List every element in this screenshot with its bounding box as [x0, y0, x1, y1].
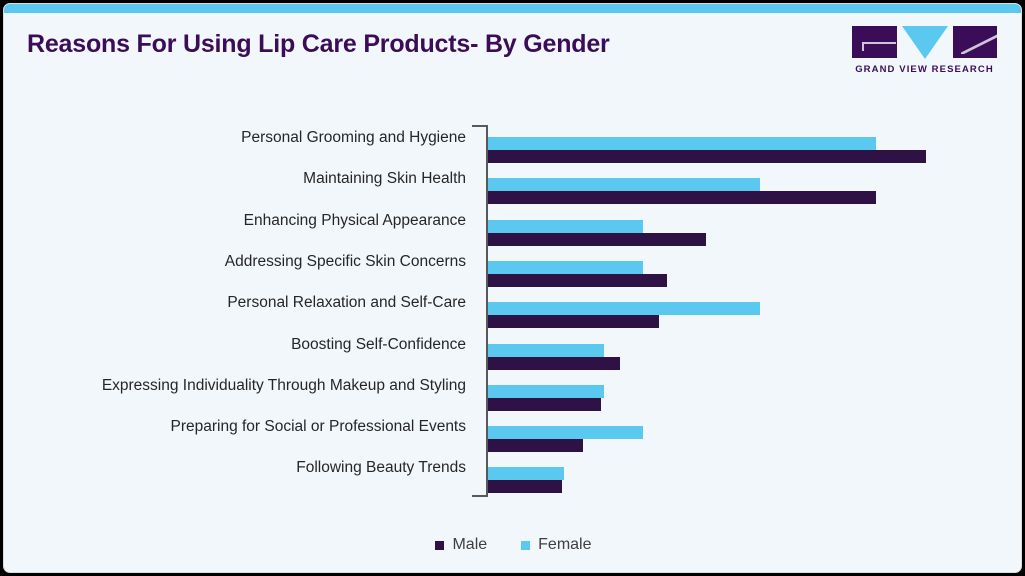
bar-female: [488, 219, 644, 233]
category-label: Personal Relaxation and Self-Care: [227, 294, 466, 312]
logo-triangle-icon: [901, 26, 948, 59]
bar-row: Personal Grooming and Hygiene: [4, 125, 1021, 166]
bar-rows: Personal Grooming and Hygiene Maintaining…: [4, 125, 1021, 497]
bar-male: [488, 480, 563, 494]
legend-item-male[interactable]: Male: [435, 536, 487, 554]
page-title: Reasons For Using Lip Care Products- By …: [27, 30, 610, 58]
legend-swatch-female-icon: [521, 540, 531, 550]
bar-female: [488, 384, 604, 398]
bar-male: [488, 150, 926, 163]
bar-female: [488, 343, 604, 357]
logo-r-mark-icon: [952, 26, 997, 58]
bar-row: Addressing Specific Skin Concerns: [4, 249, 1021, 290]
axis-tick-bottom: [472, 495, 486, 497]
category-label: Preparing for Social or Professional Eve…: [170, 418, 466, 436]
category-axis-line: [486, 125, 488, 497]
bar-row: Maintaining Skin Health: [4, 166, 1021, 207]
logo-marks: [852, 26, 997, 61]
bar-female: [488, 260, 644, 274]
category-label: Personal Grooming and Hygiene: [241, 129, 466, 146]
bar-male: [488, 356, 621, 370]
bar-male: [488, 191, 877, 205]
bar-female: [488, 178, 760, 192]
slide-canvas: Reasons For Using Lip Care Products- By …: [3, 3, 1022, 573]
bar-row: Boosting Self-Confidence: [4, 332, 1021, 373]
bar-chart: Personal Grooming and Hygiene Maintaining…: [4, 4, 1021, 572]
bar-male: [488, 273, 668, 287]
bar-male: [488, 315, 660, 329]
bar-male: [488, 232, 707, 246]
bar-row: Preparing for Social or Professional Eve…: [4, 414, 1021, 455]
bar-female: [488, 467, 564, 481]
bar-row: Expressing Individuality Through Makeup …: [4, 373, 1021, 414]
bar-female: [488, 426, 644, 440]
bar-male: [488, 439, 583, 453]
bar-row: Enhancing Physical Appearance: [4, 208, 1021, 249]
legend-swatch-male-icon: [435, 540, 445, 550]
legend-item-female[interactable]: Female: [521, 536, 592, 554]
category-label: Boosting Self-Confidence: [291, 335, 466, 353]
legend-label-female: Female: [538, 536, 592, 553]
category-label: Enhancing Physical Appearance: [243, 211, 466, 229]
axis-tick-top: [472, 125, 486, 127]
logo-wordmark: GRAND VIEW RESEARCH: [855, 64, 994, 75]
bar-row: Following Beauty Trends: [4, 455, 1021, 496]
grand-view-research-logo: GRAND VIEW RESEARCH: [852, 26, 997, 75]
category-label: Expressing Individuality Through Makeup …: [101, 376, 466, 394]
bar-female: [488, 137, 877, 150]
category-label: Following Beauty Trends: [296, 459, 466, 477]
logo-g-mark-icon: [852, 26, 897, 58]
category-label: Maintaining Skin Health: [303, 170, 466, 188]
category-label: Addressing Specific Skin Concerns: [224, 252, 466, 270]
chart-legend: Male Female: [4, 536, 1021, 554]
bar-row: Personal Relaxation and Self-Care: [4, 290, 1021, 331]
accent-top-bar: [4, 4, 1021, 13]
bar-male: [488, 397, 601, 411]
bar-female: [488, 302, 760, 316]
legend-label-male: Male: [452, 536, 488, 553]
